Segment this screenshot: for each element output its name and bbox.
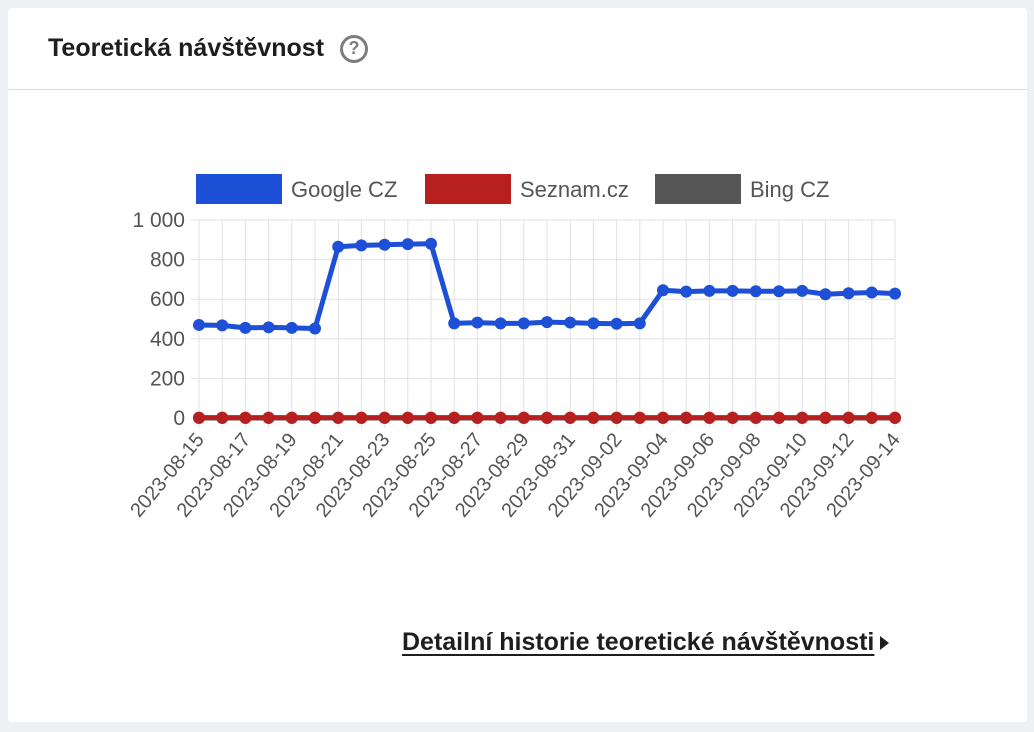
data-point (378, 411, 391, 424)
legend-label: Google CZ (291, 177, 397, 202)
y-tick-label: 200 (150, 367, 185, 390)
data-point (773, 285, 785, 298)
data-point (193, 318, 205, 331)
data-point (889, 287, 901, 300)
data-point (517, 317, 530, 330)
card-header: Teoretická návštěvnost ? (8, 8, 1027, 90)
data-point (842, 411, 855, 424)
chart-series (193, 237, 901, 424)
data-point (680, 285, 693, 298)
detail-history-link[interactable]: Detailní historie teoretické návštěvnost… (402, 628, 890, 657)
data-point (239, 321, 252, 334)
data-point (819, 411, 832, 424)
data-point (657, 284, 669, 297)
data-point (216, 319, 229, 332)
data-point (262, 321, 275, 334)
data-point (889, 411, 901, 424)
data-point (401, 411, 414, 424)
data-point (703, 284, 716, 297)
data-point (865, 411, 878, 424)
data-point (633, 411, 646, 424)
data-point (448, 411, 461, 424)
data-point (726, 411, 739, 424)
traffic-chart: Google CZ Seznam.cz Bing CZ 1 000 800 600 400… (126, 174, 905, 522)
data-point (657, 411, 669, 424)
y-tick-label: 0 (173, 407, 185, 430)
data-point (401, 238, 414, 251)
data-point (749, 285, 762, 298)
data-point (239, 411, 252, 424)
data-point (541, 316, 553, 329)
data-point (193, 411, 205, 424)
y-tick-label: 1 000 (132, 209, 185, 232)
data-point (564, 316, 577, 329)
data-point (703, 411, 716, 424)
data-point (285, 321, 298, 334)
data-point (309, 411, 321, 424)
traffic-card: Teoretická návštěvnost ? Google CZ Seznam… (8, 8, 1027, 722)
data-point (610, 317, 623, 330)
data-point (541, 411, 553, 424)
y-tick-label: 400 (150, 328, 185, 351)
data-point (425, 237, 437, 250)
data-point (819, 288, 832, 301)
data-point (633, 317, 646, 330)
legend-swatch (425, 174, 511, 204)
data-point (471, 411, 484, 424)
data-point (749, 411, 762, 424)
data-point (471, 316, 484, 329)
legend-swatch (655, 174, 741, 204)
help-icon[interactable]: ? (340, 34, 369, 63)
data-point (332, 411, 345, 424)
data-point (425, 411, 437, 424)
data-point (726, 284, 739, 297)
data-point (355, 411, 368, 424)
data-point (448, 317, 461, 330)
legend-label: Bing CZ (750, 177, 829, 202)
data-point (332, 240, 345, 253)
data-point (842, 287, 855, 300)
data-point (216, 411, 229, 424)
data-point (262, 411, 275, 424)
legend-label: Seznam.cz (520, 177, 629, 202)
data-point (355, 239, 368, 252)
data-point (309, 322, 321, 335)
y-tick-label: 600 (150, 288, 185, 311)
chart-legend: Google CZ Seznam.cz Bing CZ (196, 174, 829, 204)
data-point (587, 411, 600, 424)
detail-history-link-label: Detailní historie teoretické návštěvnost… (402, 628, 875, 656)
data-point (680, 411, 693, 424)
data-point (285, 411, 298, 424)
data-point (378, 238, 391, 251)
data-point (796, 284, 809, 297)
data-point (773, 411, 785, 424)
data-point (494, 411, 507, 424)
caret-right-icon (880, 635, 890, 650)
y-axis-ticks: 1 000 800 600 400 200 0 (132, 209, 185, 430)
x-axis-ticks: 2023-08-152023-08-172023-08-192023-08-21… (126, 429, 905, 522)
legend-swatch (196, 174, 282, 204)
data-point (587, 317, 600, 330)
data-point (610, 411, 623, 424)
data-point (517, 411, 530, 424)
data-point (494, 317, 507, 330)
data-point (865, 286, 878, 299)
data-point (796, 411, 809, 424)
card-title: Teoretická návštěvnost (48, 34, 325, 62)
y-tick-label: 800 (150, 249, 185, 272)
data-point (564, 411, 577, 424)
